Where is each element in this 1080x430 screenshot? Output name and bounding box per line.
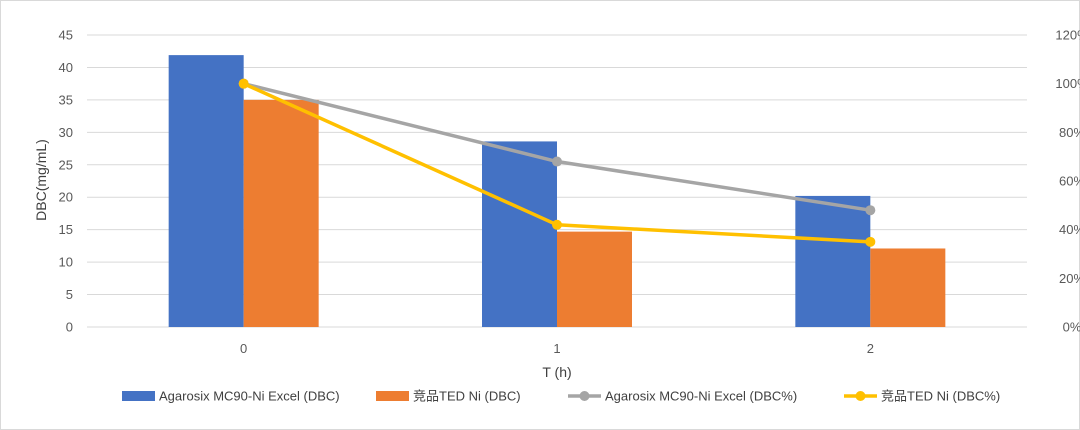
y2-tick-label: 60% bbox=[1059, 174, 1080, 189]
y-tick-label: 20 bbox=[59, 190, 73, 205]
y-tick-label: 5 bbox=[66, 287, 73, 302]
x-tick-label: 0 bbox=[240, 341, 247, 356]
legend-label: 竞品TED Ni (DBC%) bbox=[881, 389, 1000, 404]
legend-swatch bbox=[122, 391, 155, 401]
legend: Agarosix MC90-Ni Excel (DBC) 竞品TED Ni (DB… bbox=[122, 389, 1000, 404]
y-tick-label: 45 bbox=[59, 28, 73, 43]
bar-竞品TED Ni (DBC) bbox=[243, 99, 319, 327]
y2-tick-label: 40% bbox=[1059, 222, 1080, 237]
bar-竞品TED Ni (DBC) bbox=[557, 231, 632, 327]
y-tick-label: 40 bbox=[59, 60, 73, 75]
y2-tick-label: 120% bbox=[1055, 28, 1080, 43]
marker-竞品TED Ni (DBC%) bbox=[552, 219, 562, 230]
y-tick-label: 30 bbox=[59, 125, 73, 140]
y2-tick-label: 100% bbox=[1055, 76, 1080, 91]
x-tick-label: 1 bbox=[553, 341, 560, 356]
y2-tick-label: 0% bbox=[1063, 320, 1080, 335]
lines bbox=[238, 78, 876, 247]
bars bbox=[168, 55, 946, 328]
legend-label: 竞品TED Ni (DBC) bbox=[413, 389, 521, 404]
y-tick-label: 15 bbox=[59, 222, 73, 237]
x-axis-title: T (h) bbox=[542, 364, 571, 380]
bar-Agarosix MC90-Ni Excel (DBC) bbox=[795, 195, 871, 327]
legend-label: Agarosix MC90-Ni Excel (DBC%) bbox=[605, 389, 797, 404]
bar-Agarosix MC90-Ni Excel (DBC) bbox=[168, 55, 244, 328]
axes: DBC(mg/mL) T (h) 0510152025303540450%20%… bbox=[33, 28, 1080, 381]
y-tick-label: 25 bbox=[59, 157, 73, 172]
legend-swatch bbox=[376, 391, 409, 401]
marker-Agarosix MC90-Ni Excel (DBC%) bbox=[865, 205, 876, 216]
bar-竞品TED Ni (DBC) bbox=[870, 248, 946, 327]
marker-竞品TED Ni (DBC%) bbox=[238, 78, 249, 89]
marker-Agarosix MC90-Ni Excel (DBC%) bbox=[552, 156, 562, 167]
y-tick-label: 0 bbox=[66, 320, 73, 335]
legend-marker bbox=[855, 391, 866, 401]
y2-tick-label: 80% bbox=[1059, 125, 1080, 140]
x-tick-label: 2 bbox=[867, 341, 874, 356]
y-tick-label: 35 bbox=[59, 92, 73, 107]
marker-竞品TED Ni (DBC%) bbox=[865, 236, 876, 247]
y2-tick-label: 20% bbox=[1059, 271, 1080, 286]
legend-marker bbox=[579, 391, 590, 401]
bar-Agarosix MC90-Ni Excel (DBC) bbox=[482, 141, 557, 327]
y-tick-label: 10 bbox=[59, 255, 73, 270]
y-axis-title: DBC(mg/mL) bbox=[33, 139, 49, 221]
legend-label: Agarosix MC90-Ni Excel (DBC) bbox=[159, 389, 340, 404]
